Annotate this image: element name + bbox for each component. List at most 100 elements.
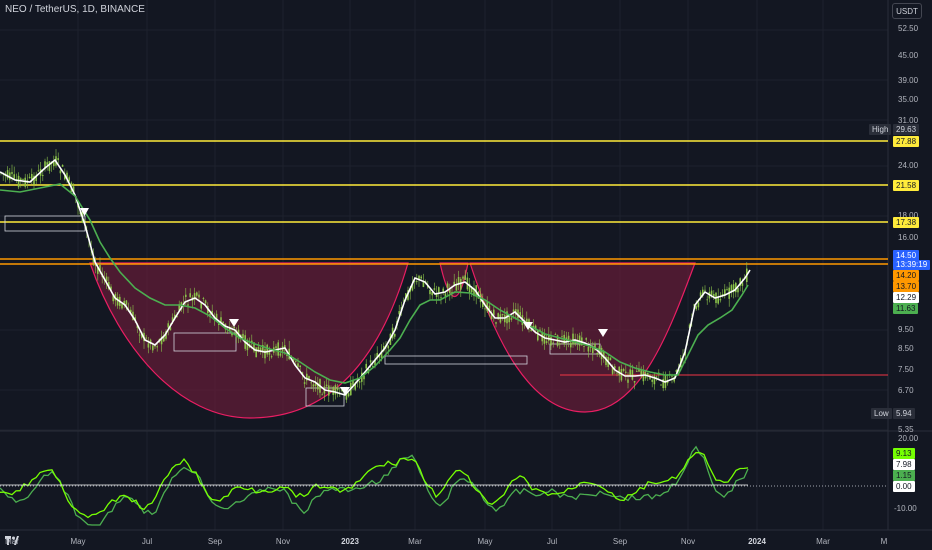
candle-body (451, 292, 453, 293)
high-value: 29.63 (893, 124, 920, 135)
candle-body (647, 372, 649, 376)
candle-body (317, 382, 319, 390)
candle-body (596, 352, 598, 355)
candle-body (284, 345, 286, 349)
oscillator-tick: -10.00 (894, 504, 917, 513)
candle-body (548, 334, 550, 341)
candle-body (6, 170, 9, 179)
time-tick: 2023 (341, 537, 359, 546)
candle-body (61, 164, 64, 167)
candle-body (303, 382, 306, 384)
candle-body (154, 345, 156, 347)
candle-body (594, 343, 596, 351)
candle-body (253, 342, 255, 352)
candle-body (264, 349, 266, 359)
level-tag: 21.58 (893, 180, 920, 191)
symbol-title[interactable]: NEO / TetherUS, 1D, BINANCE (5, 4, 145, 15)
candle-body (673, 377, 675, 382)
candle-body (550, 336, 552, 346)
resistance-levels[interactable] (0, 140, 888, 376)
moving-average-white[interactable] (0, 158, 751, 396)
candle-body (402, 300, 405, 302)
moving-average-green[interactable] (0, 183, 749, 384)
candle-body (464, 275, 466, 280)
candle-body (9, 172, 11, 180)
price-tick: 16.00 (898, 233, 919, 242)
price-tick: 6.70 (898, 386, 914, 395)
price-tick: 18.00 (898, 211, 919, 220)
candle-body (561, 336, 563, 338)
sell-markers[interactable] (80, 208, 608, 395)
candle-body (537, 330, 539, 341)
candle-body (123, 300, 125, 305)
candle-body (592, 347, 594, 353)
time-tick: Jul (546, 537, 558, 546)
oscillator-line-lime[interactable] (0, 451, 749, 519)
candle-body (706, 299, 708, 301)
price-tick: 8.50 (898, 344, 914, 353)
candle-body (416, 281, 418, 283)
price-tick: 39.00 (898, 76, 919, 85)
candle-body (398, 311, 400, 315)
candle-body (255, 347, 257, 358)
candle-body (211, 310, 213, 314)
candle-body (352, 380, 354, 386)
candle-body (13, 174, 15, 179)
candle-body (251, 340, 253, 343)
oscillator-line-green[interactable] (0, 445, 749, 526)
level-tag: 13.70 (893, 281, 920, 292)
ma-green-tag: 11.63 (893, 303, 919, 314)
candle-body (468, 283, 471, 293)
candle-body (633, 380, 636, 383)
candle-body (42, 175, 44, 177)
candle-body (495, 322, 497, 324)
candle-body (431, 292, 433, 296)
candle-body (35, 175, 37, 181)
candle-body (420, 276, 422, 279)
candle-body (37, 170, 40, 172)
candle-body (735, 282, 737, 293)
candle-body (314, 383, 317, 387)
candle-body (20, 178, 22, 182)
tradingview-logo-icon[interactable] (5, 536, 19, 545)
candle-body (275, 346, 277, 349)
candle-body (418, 275, 420, 280)
candle-body (292, 359, 295, 361)
candle-body (622, 368, 625, 371)
candle-body (666, 381, 669, 384)
candle-body (589, 346, 592, 348)
time-tick: Mar (5, 537, 19, 546)
price-tick: 5.35 (898, 425, 914, 434)
candle-body (429, 290, 431, 295)
time-tick: Sep (612, 537, 628, 546)
candle-body (345, 389, 348, 400)
candle-body (627, 379, 629, 383)
candle-body (611, 367, 614, 374)
candle-body (649, 375, 651, 380)
candle-body (187, 304, 189, 306)
candle-body (169, 327, 172, 331)
candle-body (688, 324, 691, 329)
candle-body (24, 177, 26, 187)
candle-body (363, 375, 365, 380)
level-tag: 27.88 (893, 136, 920, 147)
candle-body (724, 289, 726, 296)
candle-body (640, 370, 642, 377)
candle-body (270, 356, 273, 358)
candle-body (567, 335, 570, 342)
candle-body (559, 343, 561, 345)
current-price-tag: 14.50 (893, 250, 920, 261)
candle-body (719, 299, 722, 301)
candle-body (372, 365, 374, 367)
candle-body (347, 393, 350, 397)
candle-body (321, 394, 323, 396)
currency-button[interactable]: USDT (892, 3, 922, 19)
candle-body (83, 219, 86, 222)
candle-body (545, 341, 548, 343)
price-tick: 45.00 (898, 51, 919, 60)
candle-body (660, 384, 662, 386)
candle-body (697, 302, 700, 308)
candle-body (473, 288, 475, 297)
candle-body (710, 290, 713, 296)
